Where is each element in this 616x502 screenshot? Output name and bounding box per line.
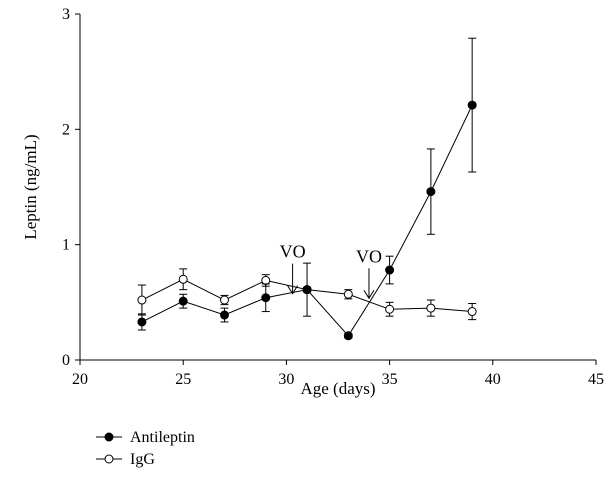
y-axis-label: Leptin (ng/mL)	[21, 134, 40, 239]
legend-marker-igg	[104, 454, 114, 464]
legend-label-igg: IgG	[130, 451, 155, 468]
data-point-antileptin	[137, 317, 147, 327]
data-point-igg	[137, 295, 147, 305]
y-tick-label: 3	[62, 6, 70, 23]
annotation-vo-1: VO	[280, 242, 306, 295]
data-point-igg	[219, 295, 229, 305]
data-point-antileptin	[219, 310, 229, 320]
legend-marker-antileptin	[104, 432, 114, 442]
data-point-antileptin	[385, 265, 395, 275]
data-point-igg	[343, 289, 353, 299]
data-point-antileptin	[343, 331, 353, 341]
legend-item-antileptin: Antileptin	[96, 429, 195, 446]
x-tick-label: 30	[278, 371, 294, 388]
legend: Antileptin IgG	[96, 429, 195, 468]
data-point-antileptin	[261, 293, 271, 303]
data-point-antileptin	[302, 285, 312, 295]
y-tick-label: 2	[62, 121, 70, 138]
data-point-igg	[261, 275, 271, 285]
x-tick-label: 20	[72, 371, 88, 388]
legend-item-igg: IgG	[96, 451, 155, 468]
data-point-igg	[467, 307, 477, 317]
data-point-antileptin	[178, 296, 188, 306]
ticks: 20 25 30 35 40 45 0 1 2 3	[62, 6, 604, 388]
axes	[79, 14, 596, 361]
series-antileptin	[137, 37, 477, 341]
data-point-antileptin	[426, 187, 436, 197]
data-point-igg	[426, 303, 436, 313]
data-point-antileptin	[467, 100, 477, 110]
x-axis-label: Age (days)	[300, 379, 375, 398]
legend-label-antileptin: Antileptin	[130, 429, 195, 446]
series-layer	[137, 37, 477, 341]
annotation-label: VO	[280, 242, 306, 262]
x-tick-label: 35	[382, 371, 398, 388]
annotation-vo-2: VO	[356, 246, 382, 300]
annotation-label: VO	[356, 246, 382, 266]
annotation-arrow-head	[287, 285, 299, 295]
x-tick-label: 25	[175, 371, 191, 388]
y-tick-label: 1	[62, 237, 70, 254]
y-tick-label: 0	[62, 352, 70, 369]
annotation-arrow-head	[363, 289, 375, 300]
x-tick-label: 40	[485, 371, 501, 388]
annotation-layer: VO VO	[280, 242, 382, 300]
x-tick-label: 45	[588, 371, 604, 388]
data-point-igg	[178, 274, 188, 284]
data-point-igg	[385, 304, 395, 314]
